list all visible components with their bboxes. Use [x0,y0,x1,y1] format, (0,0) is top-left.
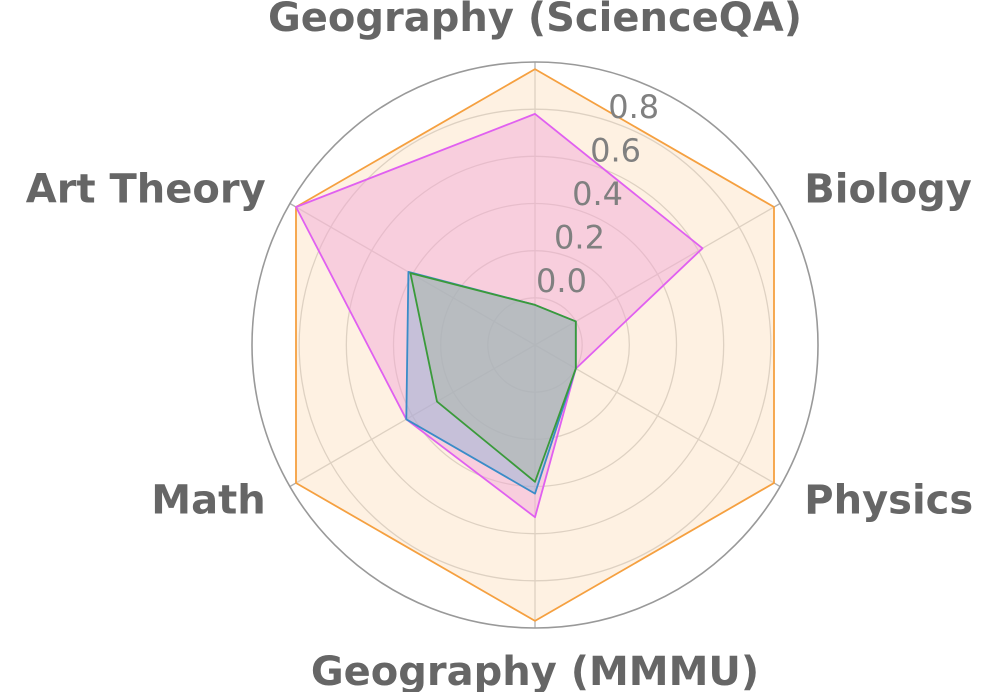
tick-label-0: 0.0 [536,262,587,300]
category-label-1: Biology [804,167,972,213]
tick-label-2: 0.4 [572,175,623,213]
radar-tick-labels: 0.0 0.2 0.4 0.6 0.8 [536,88,659,300]
outer-frame [251,61,819,629]
tick-label-1: 0.2 [554,219,605,257]
tick-label-4: 0.8 [608,88,659,126]
category-label-4: Math [151,478,265,524]
category-label-3: Geography (MMMU) [311,649,759,692]
radar-series [295,68,775,622]
radar-axis-labels: Geography (ScienceQA) Biology Physics Geogr… [26,0,973,692]
category-label-0: Geography (ScienceQA) [268,0,802,41]
category-label-2: Physics [804,478,973,524]
category-label-5: Art Theory [26,167,266,213]
series-polygon-3 [409,272,577,483]
tick-label-3: 0.6 [590,131,641,169]
